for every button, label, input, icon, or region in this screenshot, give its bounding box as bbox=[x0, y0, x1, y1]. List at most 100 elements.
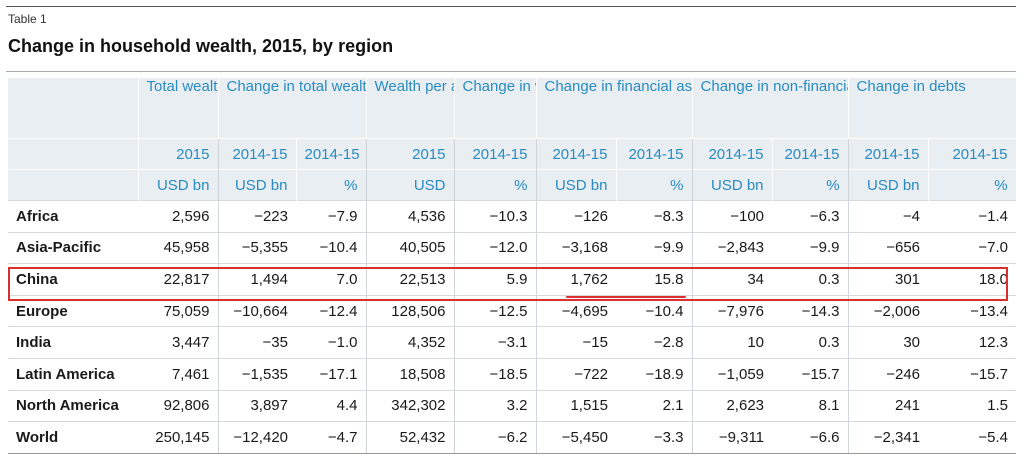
header-change-wealth-per-adult: Change in wealth per adult bbox=[454, 78, 537, 139]
table-cell: 22,513 bbox=[366, 263, 455, 296]
table-cell: 0.3 bbox=[772, 263, 849, 296]
table-cell: −10,664 bbox=[218, 294, 296, 327]
table-cell: 1,494 bbox=[218, 263, 296, 296]
table-cell: 0.3 bbox=[772, 326, 849, 359]
table-cell: 8.1 bbox=[772, 389, 849, 422]
year-cell: 2014-15 bbox=[218, 138, 297, 170]
table-cell: −223 bbox=[218, 200, 296, 233]
table-row: Europe 75,059 −10,664 −12.4 128,506 −12.5 −4,6… bbox=[8, 294, 1017, 327]
table-cell: 40,505 bbox=[366, 231, 455, 264]
region-label: World bbox=[8, 421, 138, 454]
table-cell: −7.0 bbox=[928, 231, 1017, 264]
table-row: Latin America 7,461 −1,535 −17.1 18,508 −18.5… bbox=[8, 357, 1017, 391]
table-cell: 128,506 bbox=[366, 294, 455, 327]
year-cell: 2014-15 bbox=[296, 138, 367, 170]
table-cell: 241 bbox=[848, 389, 929, 422]
table-cell: 18.0 bbox=[928, 263, 1017, 296]
table-cell: −9,311 bbox=[692, 421, 773, 454]
table-cell: −4,695 bbox=[536, 294, 616, 327]
table-cell: −15 bbox=[536, 326, 616, 359]
table-cell: −6.6 bbox=[772, 421, 849, 454]
header-change-total-wealth: Change in total wealth bbox=[218, 78, 367, 139]
year-cell: 2014-15 bbox=[536, 138, 617, 170]
table-cell: 92,806 bbox=[138, 389, 219, 422]
region-label: Europe bbox=[8, 294, 138, 327]
table-cell: −7,976 bbox=[692, 294, 773, 327]
table-cell: 22,817 bbox=[138, 263, 219, 296]
table-cell: −2,843 bbox=[692, 231, 773, 264]
year-cell: 2014-15 bbox=[454, 138, 537, 170]
unit-cell bbox=[8, 169, 139, 201]
table-cell: −3,168 bbox=[536, 231, 616, 264]
table-cell: −1,535 bbox=[218, 357, 296, 391]
year-cell: 2014-15 bbox=[772, 138, 849, 170]
table-cell: −5.4 bbox=[928, 421, 1017, 454]
region-label: Asia-Pacific bbox=[8, 231, 138, 264]
header-region bbox=[8, 78, 139, 139]
table-row: Asia-Pacific 45,958 −5,355 −10.4 40,505 −12.0… bbox=[8, 231, 1017, 264]
region-label: China bbox=[8, 263, 138, 296]
unit-cell: % bbox=[296, 169, 367, 201]
year-cell bbox=[8, 138, 139, 170]
table-cell: 301 bbox=[848, 263, 929, 296]
table-cell: 1,515 bbox=[536, 389, 616, 422]
unit-cell: USD bn bbox=[536, 169, 617, 201]
table-cell: −126 bbox=[536, 200, 616, 233]
region-label: North America bbox=[8, 389, 138, 422]
table-cell: −246 bbox=[848, 357, 929, 391]
unit-cell: USD bn bbox=[218, 169, 297, 201]
table-cell: −12,420 bbox=[218, 421, 296, 454]
table-cell: −6.3 bbox=[772, 200, 849, 233]
table-cell: −2,341 bbox=[848, 421, 929, 454]
year-cell: 2014-15 bbox=[692, 138, 773, 170]
table-cell: −722 bbox=[536, 357, 616, 391]
unit-cell: % bbox=[772, 169, 849, 201]
year-cell: 2015 bbox=[366, 138, 455, 170]
table-row: World 250,145 −12,420 −4.7 52,432 −6.2 −5,450−… bbox=[8, 421, 1017, 454]
table-cell: −2.8 bbox=[616, 326, 693, 359]
header-total-wealth: Total wealth bbox=[138, 78, 219, 139]
table-cell: −14.3 bbox=[772, 294, 849, 327]
table-cell: 342,302 bbox=[366, 389, 455, 422]
table-cell: −3.3 bbox=[616, 421, 693, 454]
wealth-table: Total wealth Change in total wealth Weal… bbox=[8, 78, 1017, 454]
table-cell: −10.4 bbox=[296, 231, 367, 264]
table-cell: 7.0 bbox=[296, 263, 367, 296]
header-wealth-per-adult: Wealth per adult bbox=[366, 78, 455, 139]
table-cell: −656 bbox=[848, 231, 929, 264]
table-cell: 52,432 bbox=[366, 421, 455, 454]
table-cell: −18.5 bbox=[454, 357, 537, 391]
table-title: Change in household wealth, 2015, by reg… bbox=[8, 36, 394, 56]
table-cell: −4 bbox=[848, 200, 929, 233]
year-cell: 2014-15 bbox=[848, 138, 929, 170]
table-cell: 3,897 bbox=[218, 389, 296, 422]
table-cell: 2,596 bbox=[138, 200, 219, 233]
header-change-nonfinancial-assets: Change in non-financial assets bbox=[692, 78, 849, 139]
unit-cell: % bbox=[616, 169, 693, 201]
table-cell: −1.0 bbox=[296, 326, 367, 359]
table-row: Africa 2,596 −223 −7.9 4,536 −10.3 −126 −8.3 −10… bbox=[8, 200, 1017, 233]
region-label: India bbox=[8, 326, 138, 359]
table-cell: 3,447 bbox=[138, 326, 219, 359]
table-cell: −4.7 bbox=[296, 421, 367, 454]
unit-cell: USD bn bbox=[848, 169, 929, 201]
unit-cell: USD bbox=[366, 169, 455, 201]
table-cell: −1.4 bbox=[928, 200, 1017, 233]
table-cell: −8.3 bbox=[616, 200, 693, 233]
title-divider bbox=[6, 71, 1016, 72]
table-cell: −5,450 bbox=[536, 421, 616, 454]
table-cell: −5,355 bbox=[218, 231, 296, 264]
table-cell: 34 bbox=[692, 263, 773, 296]
financial-assets-underline bbox=[566, 296, 686, 298]
table-row: China 22,817 1,494 7.0 22,513 5.9 1,762 15.8 34 0… bbox=[8, 263, 1017, 296]
table-cell: 3.2 bbox=[454, 389, 537, 422]
table-cell: 30 bbox=[848, 326, 929, 359]
table-cell: −18.9 bbox=[616, 357, 693, 391]
table-cell: 250,145 bbox=[138, 421, 219, 454]
table-cell: 2.1 bbox=[616, 389, 693, 422]
table-cell: −9.9 bbox=[772, 231, 849, 264]
header-change-financial-assets: Change in financial assets bbox=[536, 78, 693, 139]
unit-cell: USD bn bbox=[692, 169, 773, 201]
year-cell: 2014-15 bbox=[928, 138, 1017, 170]
table-cell: −100 bbox=[692, 200, 773, 233]
